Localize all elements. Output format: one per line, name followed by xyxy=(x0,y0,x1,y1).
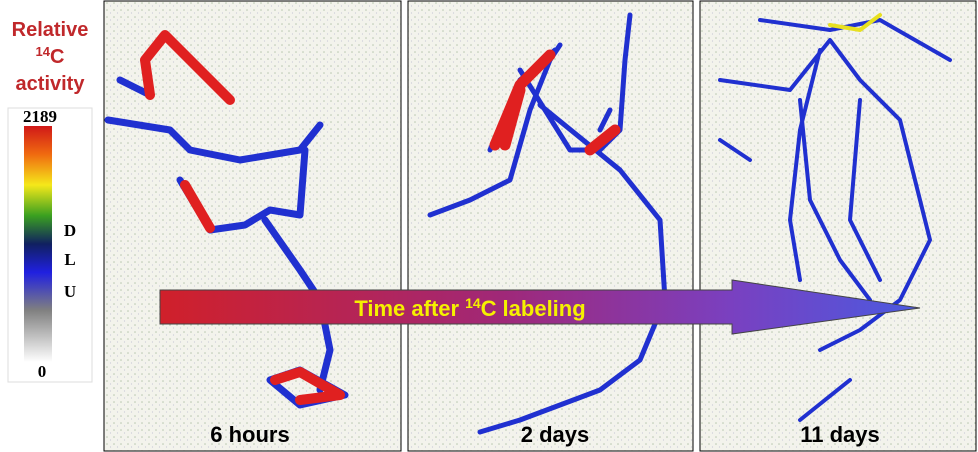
legend-box xyxy=(7,107,93,383)
panel-image xyxy=(699,0,977,452)
panel-label: 6 hours xyxy=(210,422,289,447)
arrow-text: labeling xyxy=(503,296,586,321)
scale-min: 0 xyxy=(38,362,47,381)
panel-image xyxy=(407,0,694,452)
isotope-symbol: C xyxy=(50,46,64,68)
panel-image xyxy=(103,0,402,452)
arrow-label: Time after 14C labeling xyxy=(354,295,585,321)
isotope-symbol: C xyxy=(481,296,497,321)
time-arrow xyxy=(159,279,921,335)
color-bar xyxy=(24,126,52,362)
scale-max: 2189 xyxy=(23,107,57,126)
unit-letter: L xyxy=(64,250,75,269)
unit-letter: U xyxy=(64,282,76,301)
legend-title: Relative xyxy=(12,19,89,41)
panel-label: 11 days xyxy=(800,422,880,447)
legend-title: activity xyxy=(16,73,86,95)
unit-letter: D xyxy=(64,221,76,240)
root-traces xyxy=(104,12,952,435)
arrow-text: Time after xyxy=(354,296,459,321)
isotope-mass: 14 xyxy=(465,295,481,311)
panel-label: 2 days xyxy=(521,422,590,447)
legend-isotope: 14C xyxy=(36,44,65,68)
isotope-mass: 14 xyxy=(36,44,51,59)
